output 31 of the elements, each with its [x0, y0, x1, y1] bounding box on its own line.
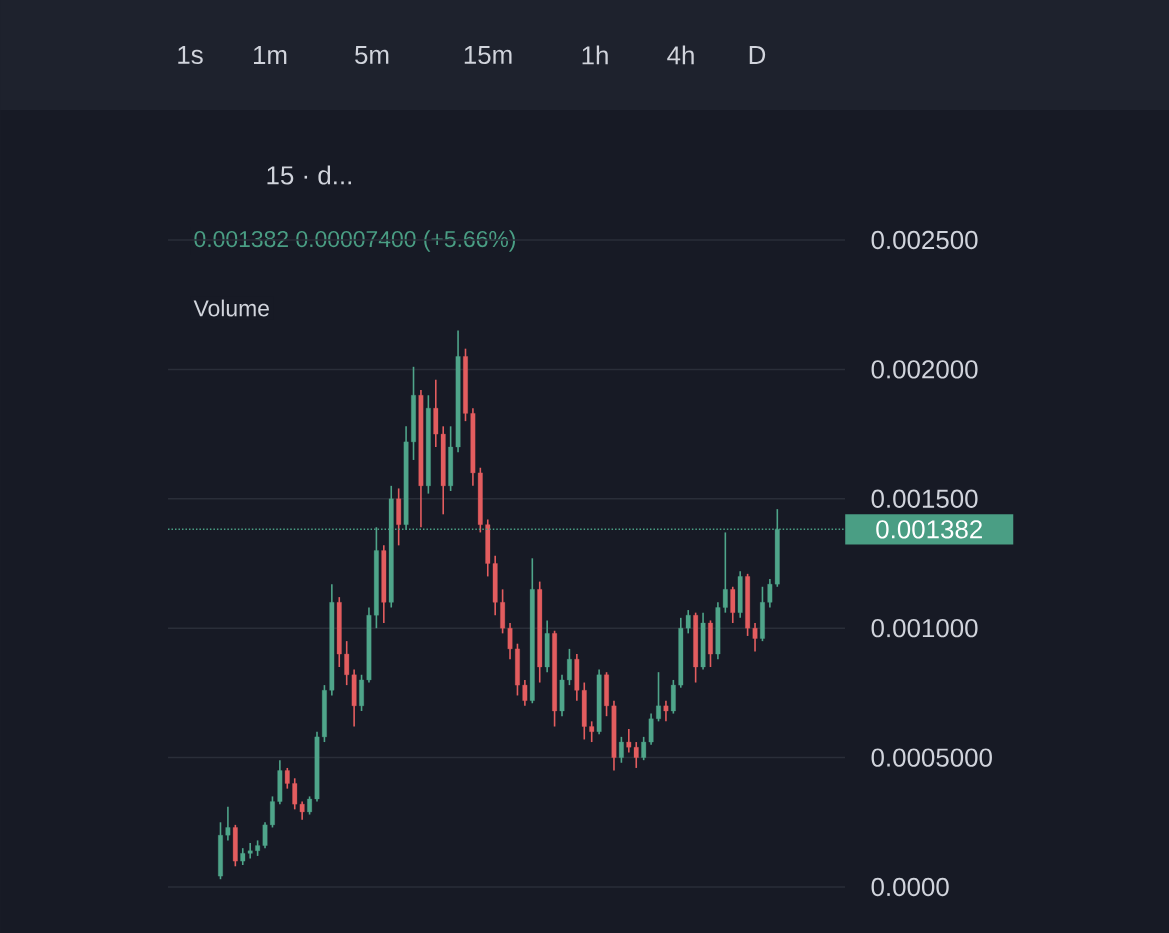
annotation: Volume	[193, 299, 269, 317]
candlestick	[619, 736, 624, 764]
candlestick	[307, 795, 312, 816]
text: 1m	[253, 46, 287, 64]
ref-line-label: 0.001382	[876, 520, 982, 539]
y-tick-label: 0.0000	[871, 877, 949, 897]
candlestick	[730, 585, 736, 624]
candlestick	[752, 622, 758, 653]
candlestick	[589, 720, 595, 743]
text: 5m	[355, 45, 389, 65]
text: 4h	[667, 45, 694, 65]
candlestick	[507, 622, 513, 661]
chart-title: 15 · d...	[267, 165, 351, 185]
y-tick-label: 0.002000	[871, 360, 978, 379]
candlestick	[270, 795, 275, 829]
text: 15m	[464, 45, 512, 65]
candlestick	[663, 699, 669, 723]
candlestick	[567, 648, 572, 686]
y-tick-label: 0.002500	[871, 230, 978, 250]
candlestick	[522, 679, 528, 707]
candlestick	[656, 671, 661, 723]
candlestick	[225, 805, 231, 842]
y-tick-label: 0.001000	[871, 619, 978, 638]
y-tick-label: 0.0005000	[871, 748, 992, 767]
candlestick	[284, 767, 290, 790]
text: D	[749, 46, 766, 64]
candlestick	[262, 821, 268, 849]
annotation: 0.001382 0.00007400 (+5.66%)	[194, 230, 516, 252]
text: 1s	[178, 45, 203, 65]
y-tick-label: 0.001500	[871, 489, 978, 508]
text: 1h	[582, 45, 608, 65]
